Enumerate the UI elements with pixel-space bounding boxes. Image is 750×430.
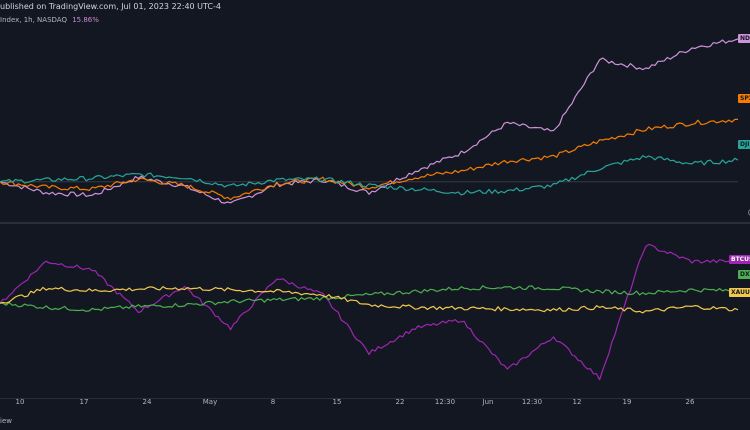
x-tick: 12:30 [521, 398, 543, 406]
scale-settings-icon[interactable] [748, 209, 750, 216]
tradingview-footer: iew [0, 417, 12, 425]
x-tick: 22 [395, 398, 405, 406]
legend-change: 15.86% [72, 16, 99, 24]
pane-separator[interactable] [0, 222, 750, 224]
time-axis[interactable]: 10 17 24 May 8 15 22 12:30 Jun 12:30 12 … [0, 398, 750, 412]
series-line-dji[interactable] [0, 155, 739, 196]
dxy-price-tag: DXY [738, 270, 750, 279]
x-tick: 12:30 [434, 398, 456, 406]
x-tick: May [202, 398, 218, 406]
x-tick: 15 [332, 398, 342, 406]
publish-text: ublished on TradingView.com, Jul 01, 202… [0, 2, 221, 11]
btc-price-tag: BTCUSD [729, 255, 750, 264]
publish-header: ublished on TradingView.com, Jul 01, 202… [0, 0, 750, 14]
x-tick: 8 [270, 398, 276, 406]
x-tick: 12 [572, 398, 582, 406]
series-line-xauusd[interactable] [0, 286, 739, 314]
series-line-dxy[interactable] [0, 285, 739, 312]
x-tick: Jun [482, 398, 494, 406]
spx-price-tag: SPX [738, 94, 750, 103]
xau-price-tag: XAUUSD [729, 288, 750, 297]
x-tick: 17 [79, 398, 89, 406]
time-axis-border [0, 398, 750, 399]
x-tick: 24 [142, 398, 152, 406]
x-tick: 26 [685, 398, 695, 406]
series-legend[interactable]: Index, 1h, NASDAQ 15.86% [0, 14, 99, 26]
footer-brand: iew [0, 417, 12, 425]
legend-symbol: Index, 1h, NASDAQ [0, 16, 67, 24]
series-line-spx[interactable] [0, 118, 739, 201]
ndx-price-tag: NDX [738, 34, 750, 43]
x-tick: 19 [622, 398, 632, 406]
dji-price-tag: DJI [738, 140, 750, 149]
series-line-ndx[interactable] [0, 38, 739, 204]
x-tick: 10 [15, 398, 25, 406]
series-line-btcusd[interactable] [0, 243, 739, 381]
